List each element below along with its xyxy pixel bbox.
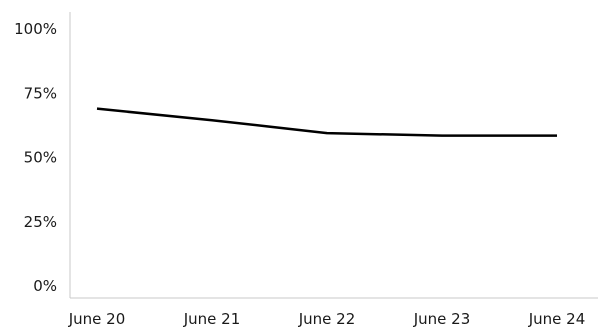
x-tick-label: June 22: [298, 310, 356, 328]
x-tick-label: June 23: [413, 310, 471, 328]
x-tick-label: June 24: [528, 310, 586, 328]
y-tick-label: 100%: [14, 20, 57, 38]
y-tick-label: 0%: [33, 277, 57, 295]
y-tick-label: 25%: [24, 213, 57, 231]
y-axis: 0% 25% 50% 75% 100%: [14, 12, 71, 298]
y-tick-label: 75%: [24, 84, 57, 102]
y-tick-label: 50%: [24, 149, 57, 167]
x-tick-label: June 21: [183, 310, 241, 328]
series-line: [96, 107, 557, 137]
x-axis: June 20 June 21 June 22 June 23 June 24: [68, 297, 598, 328]
series-layer: [96, 107, 558, 137]
x-tick-label: June 20: [68, 310, 126, 328]
